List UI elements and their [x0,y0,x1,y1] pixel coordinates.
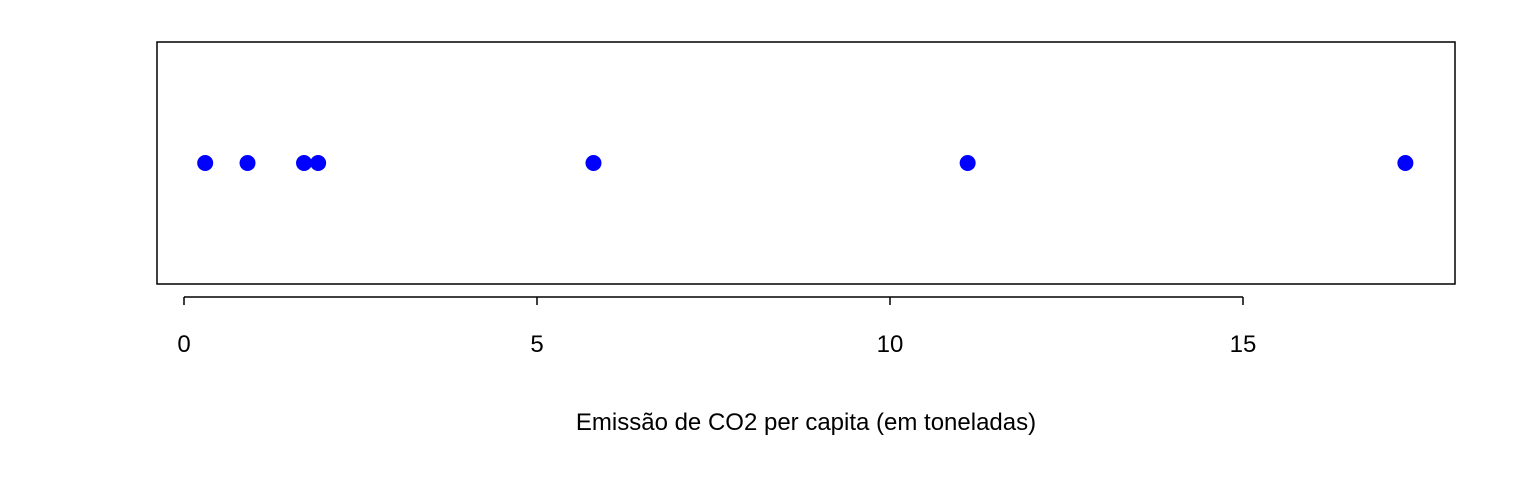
data-points [197,155,1414,171]
x-tick-label: 15 [1230,331,1257,358]
data-point [1397,155,1414,171]
x-tick-label: 0 [177,331,190,358]
x-axis-title: Emissão de CO2 per capita (em toneladas) [576,409,1036,436]
data-point [585,155,602,171]
x-tick-label: 10 [877,331,904,358]
x-axis: 0 5 10 15 [177,296,1257,358]
plot-frame [156,41,1456,285]
data-point [959,155,976,171]
data-point [296,155,313,171]
data-point [310,155,327,171]
x-tick-label: 5 [530,331,543,358]
data-point [239,155,256,171]
data-point [197,155,214,171]
